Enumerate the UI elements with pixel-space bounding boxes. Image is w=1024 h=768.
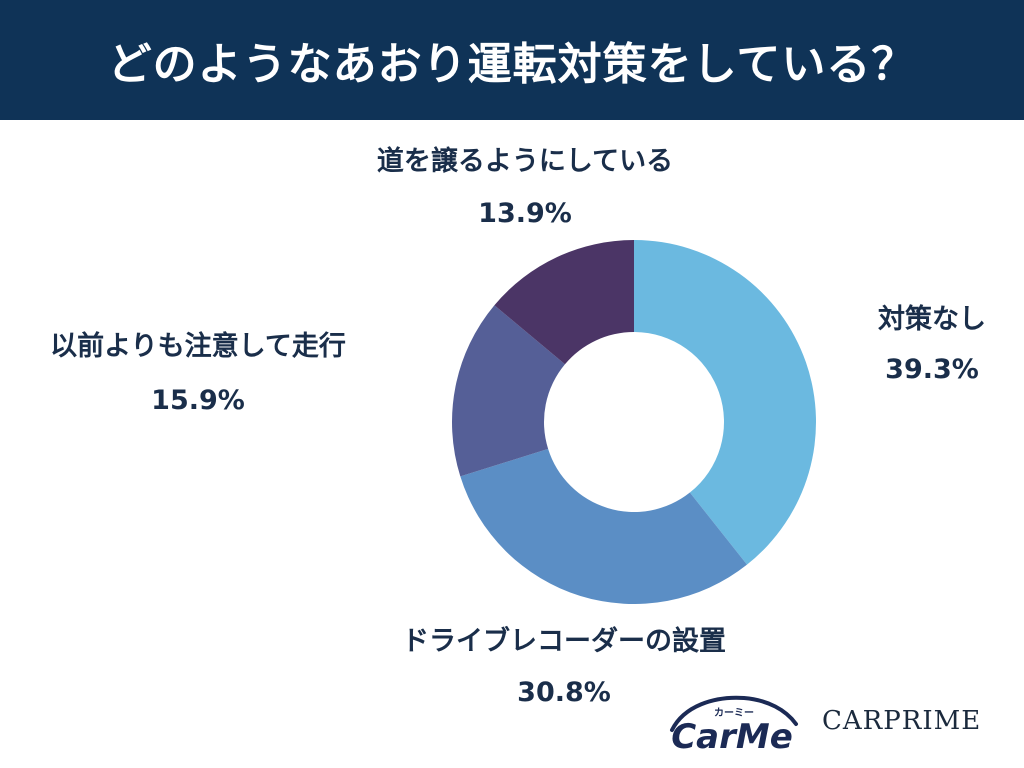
slice-label-1: 対策なし	[878, 303, 986, 335]
donut-slice-2	[460, 448, 747, 605]
title-bar: どのようなあおり運転対策をしている？	[0, 0, 1024, 120]
carprime-logo: CARPRIME	[822, 706, 982, 736]
slice-label-3: 以前よりも注意して走行	[50, 330, 346, 362]
slice-value-4: 13.9%	[478, 198, 572, 229]
slice-labels: 対策なし 39.3% ドライブレコーダーの設置 30.8% 以前よりも注意して走行 15.…	[50, 145, 986, 708]
donut-slice-3	[451, 305, 565, 477]
carme-kana: カーミー	[714, 707, 754, 719]
slice-label-4: 道を譲るようにしている	[377, 145, 673, 177]
donut-slices	[451, 240, 817, 605]
carme-logo: カーミー CarMe	[664, 692, 804, 757]
donut-slice-4	[494, 240, 634, 365]
chart-title: どのようなあおり運転対策をしている？	[107, 39, 917, 90]
slice-label-2: ドライブレコーダーの設置	[402, 625, 726, 657]
slice-value-3: 15.9%	[151, 385, 245, 416]
carme-wordmark: CarMe	[671, 717, 793, 754]
donut-slice-1	[634, 240, 817, 565]
slice-value-1: 39.3%	[885, 354, 979, 385]
slice-value-2: 30.8%	[517, 677, 611, 708]
